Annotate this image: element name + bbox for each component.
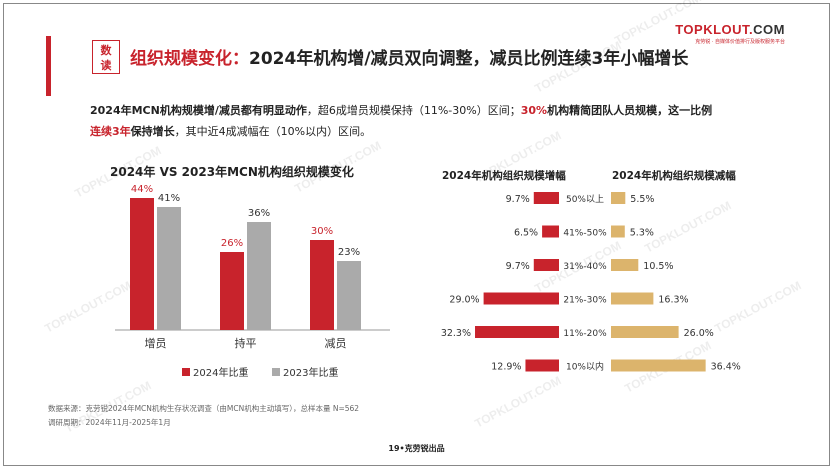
badge-char-2: 读 <box>100 59 112 72</box>
decrease-value-label: 10.5% <box>643 261 673 272</box>
category-label: 增员 <box>145 336 167 350</box>
badge-char-1: 数 <box>100 44 112 57</box>
increase-bar <box>533 259 559 271</box>
increase-bar <box>533 192 559 204</box>
chart1-title: 2024年 VS 2023年MCN机构组织规模变化 <box>110 165 354 179</box>
summary-part5: 连续3年 <box>90 125 131 138</box>
accent-bar <box>46 36 51 96</box>
decrease-bar <box>611 292 654 305</box>
summary-text: 2024年MCN机构规模增/减员都有明显动作，超6成增员规模保持（11%-30%… <box>90 100 770 142</box>
chart-increase-decrease: 9.7% 50%以上 5.5% 6.5% 41%-50% 5.3% 9.7% 31%-40% 1… <box>441 192 741 373</box>
increase-value-label: 9.7% <box>506 261 530 272</box>
title-topic: 组织规模变化： <box>130 49 249 69</box>
summary-part7: ，其中近4成减幅在（10%以内）区间。 <box>174 125 372 138</box>
logo-subtitle: 克劳锐 · 自媒体价值排行及版权服务平台 <box>695 39 785 45</box>
chart3-title: 2024年机构组织规模减幅 <box>612 170 736 182</box>
bar-2023 <box>337 261 361 330</box>
summary-part1: 2024年MCN机构规模增/减员都有明显动作 <box>90 104 307 117</box>
chart-comparison: 44% 41% 增员 26% 36% 持平 30% 23% 减员 2024年比重 2023年比重 <box>115 184 390 379</box>
bar-2024 <box>310 240 334 330</box>
decrease-value-label: 5.5% <box>630 194 654 205</box>
increase-value-label: 32.3% <box>441 328 471 339</box>
range-label: 10%以内 <box>566 361 604 373</box>
category-label: 减员 <box>325 337 347 350</box>
decrease-value-label: 5.3% <box>630 228 654 239</box>
range-label: 50%以上 <box>566 194 604 205</box>
bar-2023 <box>247 222 271 330</box>
legend-swatch <box>272 368 280 376</box>
bar-value-label: 23% <box>338 247 360 258</box>
summary-part3: 30% <box>520 104 548 117</box>
bar-value-label: 26% <box>221 238 243 249</box>
decrease-value-label: 26.0% <box>684 328 714 339</box>
source-note: 数据来源：克劳锐2024年MCN机构生存状况调查（由MCN机构主动填写），总样本… <box>48 404 360 413</box>
increase-value-label: 12.9% <box>491 362 521 373</box>
logo-text-dark: COM <box>753 22 785 37</box>
summary-part6: 保持增长 <box>130 125 175 138</box>
legend-label: 2023年比重 <box>283 366 338 379</box>
section-badge: 数 读 <box>92 40 120 74</box>
increase-value-label: 29.0% <box>449 295 479 306</box>
title-headline: 2024年机构增/减员双向调整，减员比例连续3年小幅增长 <box>249 49 689 69</box>
bar-2023 <box>157 207 181 330</box>
increase-bar <box>542 225 559 238</box>
range-label: 31%-40% <box>563 262 607 272</box>
decrease-bar <box>611 259 639 271</box>
brand-logo: TOPKLOUT.COM 克劳锐 · 自媒体价值排行及版权服务平台 <box>675 22 785 45</box>
summary-part4: 机构精简团队人员规模，这一比例 <box>547 104 713 117</box>
increase-value-label: 6.5% <box>514 228 538 239</box>
decrease-value-label: 36.4% <box>711 362 741 373</box>
increase-bar <box>483 292 559 305</box>
summary-part2: ，超6成增员规模保持（11%-30%）区间； <box>306 104 521 117</box>
range-label: 11%-20% <box>563 329 607 339</box>
category-label: 持平 <box>235 336 257 350</box>
bar-2024 <box>130 198 154 330</box>
legend-label: 2024年比重 <box>193 366 248 379</box>
increase-bar <box>475 326 559 338</box>
chart2-title: 2024年机构组织规模增幅 <box>442 170 566 182</box>
decrease-bar <box>611 326 679 338</box>
legend-swatch <box>182 368 190 376</box>
range-label: 21%-30% <box>563 296 607 306</box>
decrease-bar <box>611 192 626 204</box>
bar-2024 <box>220 252 244 330</box>
bar-value-label: 41% <box>158 193 180 204</box>
bar-value-label: 36% <box>248 208 270 219</box>
increase-value-label: 9.7% <box>506 194 530 205</box>
page-title: 组织规模变化：2024年机构增/减员双向调整，减员比例连续3年小幅增长 <box>130 44 688 69</box>
logo-text-red: TOPKLOUT. <box>675 22 754 37</box>
decrease-value-label: 16.3% <box>658 295 688 306</box>
decrease-bar <box>611 359 706 372</box>
bar-value-label: 30% <box>311 226 333 237</box>
decrease-bar <box>611 225 625 238</box>
page-footer: 19•克劳锐出品 <box>388 444 445 453</box>
bar-value-label: 44% <box>131 184 153 195</box>
survey-period: 调研周期：2024年11月-2025年1月 <box>48 418 171 427</box>
range-label: 41%-50% <box>563 229 607 239</box>
increase-bar <box>525 359 559 372</box>
